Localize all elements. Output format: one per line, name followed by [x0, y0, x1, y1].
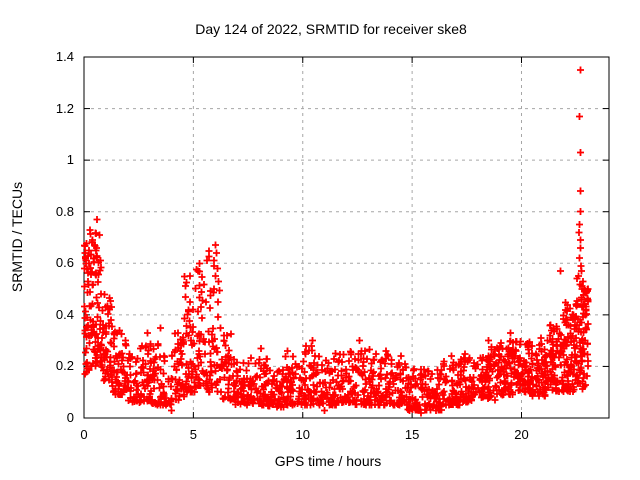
y-axis-label: SRMTID / TECUs [9, 181, 25, 293]
plot-border [83, 56, 610, 419]
y-tick-label: 0.2 [55, 358, 74, 374]
y-tick-label: 0.6 [55, 255, 74, 271]
y-tick-label: 1.4 [55, 49, 74, 64]
y-tick-label: 1.2 [55, 100, 74, 116]
x-axis-label: GPS time / hours [274, 453, 382, 469]
x-tick-label: 15 [404, 427, 420, 442]
x-tick-label: 20 [514, 427, 529, 442]
data-points [81, 66, 592, 417]
y-tick-label: 0.8 [55, 203, 74, 219]
x-tick-label: 5 [189, 427, 197, 442]
x-tick-label: 0 [80, 427, 88, 442]
x-tick-label: 10 [295, 427, 310, 442]
y-tick-label: 0.4 [55, 306, 74, 322]
y-tick-label: 1 [66, 152, 74, 168]
y-tick-label: 0 [66, 410, 74, 425]
chart-title: Day 124 of 2022, SRMTID for receiver ske… [195, 21, 467, 37]
